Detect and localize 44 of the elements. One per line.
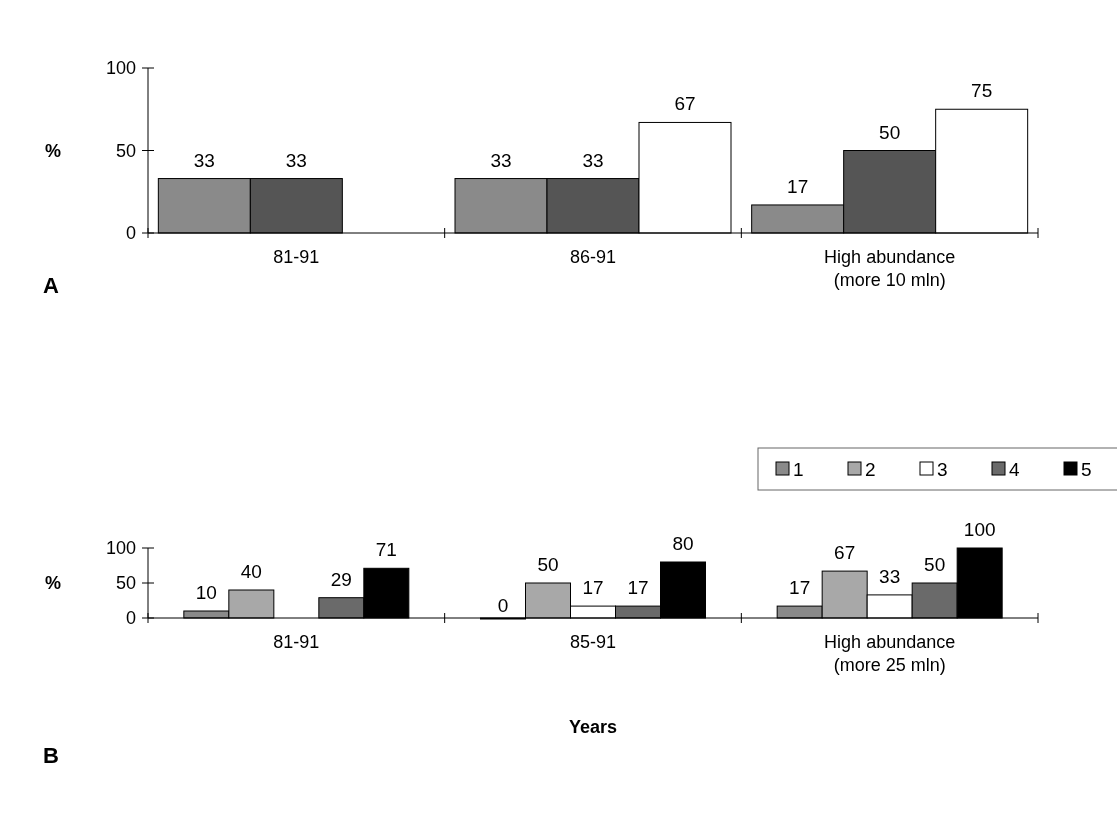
x-tick-label: 81-91	[273, 247, 320, 267]
data-label: 17	[787, 175, 809, 197]
data-label: 10	[195, 582, 217, 603]
data-label: 50	[537, 554, 559, 575]
data-label: 33	[582, 149, 604, 171]
y-tick-label: 50	[115, 573, 136, 593]
y-tick-label: 0	[125, 223, 136, 243]
legend-label: 4	[1009, 459, 1020, 480]
data-label: 80	[672, 533, 694, 554]
data-label: 71	[375, 539, 397, 561]
data-label: 33	[285, 149, 307, 171]
data-label: 75	[971, 80, 993, 102]
data-label: 17	[627, 577, 649, 599]
data-label: 33	[879, 565, 901, 587]
y-axis-title: %	[44, 573, 62, 593]
x-tick-label: High abundance (more 10 mln)	[824, 247, 956, 290]
x-tick-label: 86-91	[569, 247, 617, 267]
data-label: 29	[330, 568, 352, 590]
data-label: 67	[834, 542, 856, 564]
data-label: 100	[963, 519, 996, 540]
data-label: 40	[240, 561, 262, 582]
y-tick-label: 50	[115, 140, 136, 161]
data-label: 17	[789, 577, 811, 599]
legend-label: 3	[937, 459, 948, 480]
legend-label: 2	[865, 459, 876, 480]
y-tick-label: 100	[105, 538, 136, 558]
data-label: 33	[490, 149, 512, 171]
data-label: 17	[582, 577, 604, 599]
data-label: 33	[193, 149, 215, 171]
x-axis-title: Years	[568, 717, 618, 737]
data-label: 0	[497, 595, 509, 616]
x-tick-label: 81-91	[273, 632, 320, 652]
data-label: 50	[924, 554, 946, 575]
x-tick-label: 85-91	[569, 632, 617, 652]
y-tick-label: 0	[125, 608, 136, 628]
text: A	[43, 273, 59, 298]
y-tick-label: 100	[105, 58, 136, 78]
x-tick-label: High abundance (more 25 mln)	[824, 632, 956, 675]
y-axis-title: %	[44, 140, 62, 161]
legend-label: 1	[793, 459, 804, 480]
data-label: 67	[674, 93, 696, 115]
text: B	[43, 743, 59, 768]
data-label: 50	[879, 121, 901, 143]
legend-label: 5	[1081, 459, 1092, 480]
